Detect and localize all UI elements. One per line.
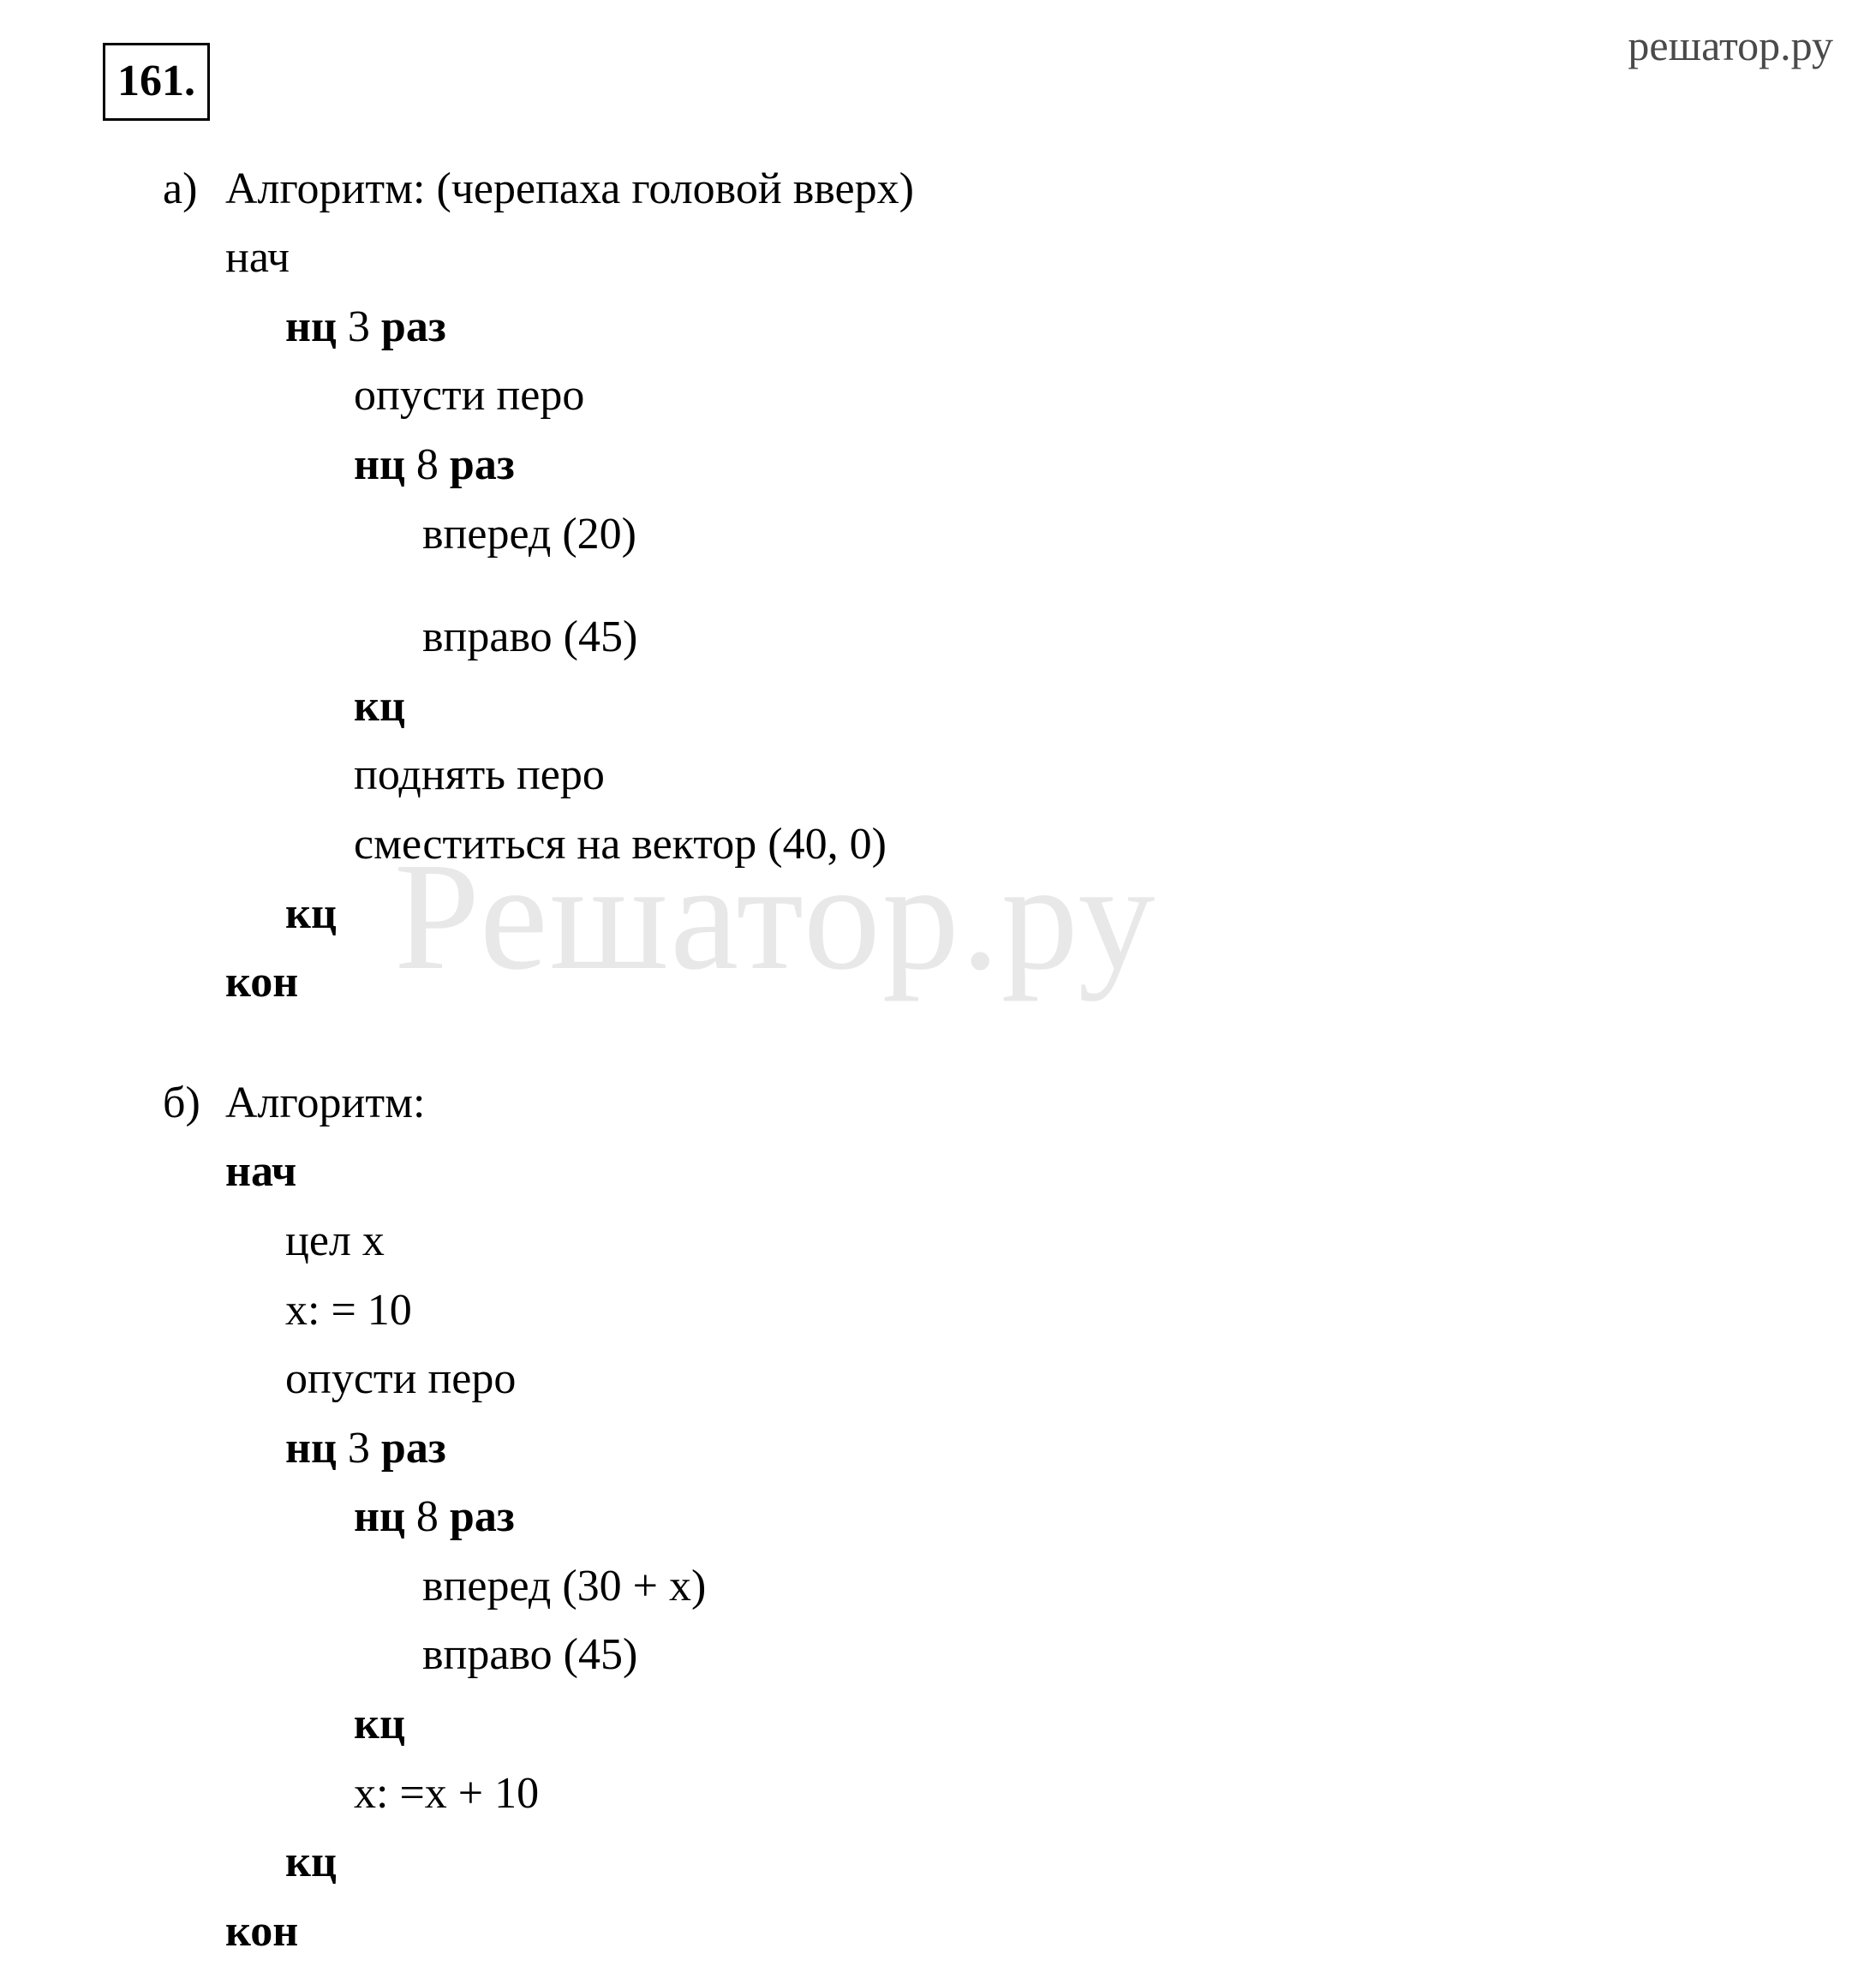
section-b-label: б) <box>163 1069 214 1138</box>
b-line-8: кц <box>354 1690 706 1760</box>
a-line-3-mid: 8 <box>405 440 450 489</box>
a-line-4: вперед (20) <box>422 500 914 570</box>
b-line-4-kw2: раз <box>381 1424 446 1473</box>
b-line-5-kw2: раз <box>450 1492 515 1541</box>
content: 161. а) Алгоритм: (черепаха головой ввер… <box>103 43 1773 1966</box>
a-line-9: кц <box>285 880 914 949</box>
a-line-2: опусти перо <box>354 362 914 431</box>
b-line-4: нц 3 раз <box>285 1414 706 1484</box>
b-line-4-mid: 3 <box>337 1424 381 1473</box>
page: решатор.ру Решатор.ру 161. а) Алгоритм: … <box>0 0 1876 1809</box>
problem-number-wrap: 161. <box>103 43 1773 121</box>
section-b: б) Алгоритм: начцел xx: = 10опусти перон… <box>163 1069 1773 1966</box>
a-line-1-kw1: нц <box>285 302 337 351</box>
section-a-body: Алгоритм: (черепаха головой вверх) начнц… <box>225 155 914 1018</box>
a-line-5: вправо (45) <box>422 603 914 672</box>
b-line-2: x: = 10 <box>285 1276 706 1346</box>
b-line-0: нач <box>225 1138 706 1207</box>
b-line-5-kw1: нц <box>354 1492 405 1541</box>
b-line-9: x: =x + 10 <box>354 1760 706 1829</box>
section-a: а) Алгоритм: (черепаха головой вверх) на… <box>163 155 1773 1018</box>
b-line-10: кц <box>285 1828 706 1897</box>
b-line-1: цел x <box>285 1207 706 1276</box>
b-line-5-mid: 8 <box>405 1492 450 1541</box>
b-line-6: вперед (30 + x) <box>422 1552 706 1622</box>
a-line-3: нц 8 раз <box>354 431 914 500</box>
a-line-10: кон <box>225 948 914 1018</box>
a-line-1-mid: 3 <box>337 302 381 351</box>
b-line-7: вправо (45) <box>422 1621 706 1690</box>
section-b-title: Алгоритм: <box>225 1069 706 1138</box>
a-line-3-kw1: нц <box>354 440 405 489</box>
a-line-3-kw2: раз <box>450 440 515 489</box>
section-a-label: а) <box>163 155 214 224</box>
a-line-7: поднять перо <box>354 741 914 810</box>
b-line-3: опусти перо <box>285 1345 706 1414</box>
a-line-0: нач <box>225 224 914 293</box>
b-line-5: нц 8 раз <box>354 1483 706 1552</box>
a-line-8: сместиться на вектор (40, 0) <box>354 810 914 880</box>
a-line-6: кц <box>354 672 914 742</box>
a-line-1-kw2: раз <box>381 302 446 351</box>
section-b-body: Алгоритм: начцел xx: = 10опусти перонц 3… <box>225 1069 706 1966</box>
a-line-1: нц 3 раз <box>285 293 914 362</box>
b-line-4-kw1: нц <box>285 1424 337 1473</box>
problem-number: 161. <box>103 43 210 121</box>
section-a-title: Алгоритм: (черепаха головой вверх) <box>225 155 914 224</box>
b-line-11: кон <box>225 1897 706 1966</box>
